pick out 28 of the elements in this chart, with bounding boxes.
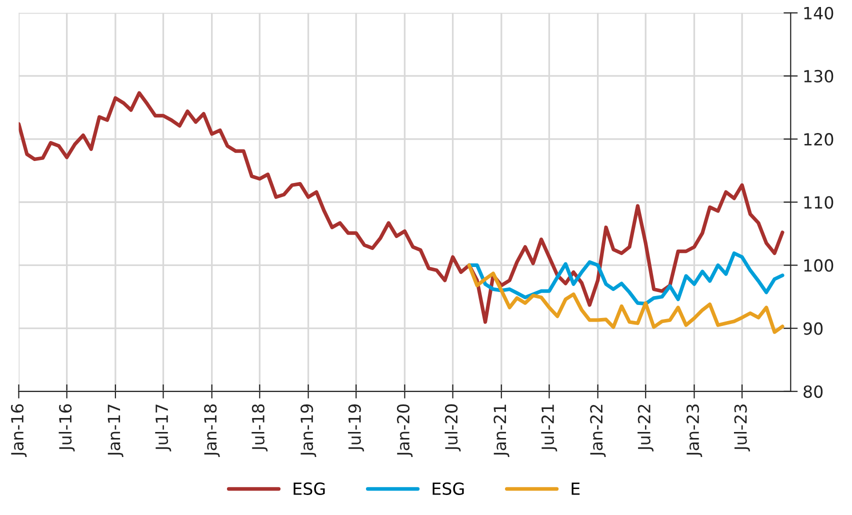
x-tick-label: Jul-22 xyxy=(638,404,654,452)
legend-label: E xyxy=(572,482,580,495)
y-tick-label: 130 xyxy=(804,70,834,83)
x-tick-label: Jul-17 xyxy=(155,404,172,452)
y-tick-label: 110 xyxy=(804,196,834,209)
x-tick-label: Jul-20 xyxy=(444,404,461,452)
x-tick-label: Jul-18 xyxy=(252,404,268,452)
legend-label: ESG xyxy=(432,482,464,496)
y-tick-label: 100 xyxy=(804,259,834,272)
x-tick-label: Jan-22 xyxy=(590,404,606,457)
x-tick-label: Jul-16 xyxy=(58,404,75,452)
x-tick-label: Jul-23 xyxy=(734,404,750,452)
x-tick-label: Jan-19 xyxy=(300,404,316,457)
y-tick-label: 90 xyxy=(804,322,823,335)
legend-label: ESG xyxy=(294,482,325,496)
x-tick-label: Jan-20 xyxy=(396,404,413,457)
y-tick-label: 140 xyxy=(804,6,834,20)
x-tick-label: Jan-18 xyxy=(204,404,220,457)
x-tick-label: Jul-21 xyxy=(541,404,558,452)
x-tick-label: Jan-21 xyxy=(494,404,510,457)
x-tick-label: Jan-17 xyxy=(108,404,124,457)
x-tick-label: Jan-16 xyxy=(10,404,27,457)
y-tick-label: 80 xyxy=(804,385,823,398)
line-series xyxy=(467,263,784,334)
line-series xyxy=(18,91,784,324)
x-tick-label: Jul-19 xyxy=(348,404,364,452)
y-tick-label: 120 xyxy=(804,133,834,146)
x-tick-label: Jan-23 xyxy=(686,404,702,457)
